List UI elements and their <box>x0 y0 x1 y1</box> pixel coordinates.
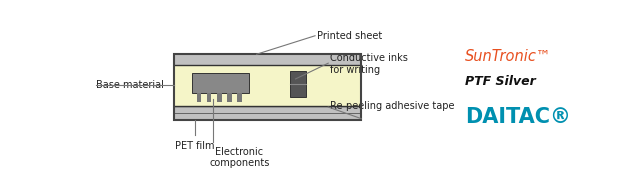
Text: PET film: PET film <box>175 141 214 151</box>
Bar <box>217 93 221 102</box>
Bar <box>174 54 361 120</box>
Text: Re-peeling adhesive tape: Re-peeling adhesive tape <box>330 101 455 111</box>
Text: PTF Silver: PTF Silver <box>465 75 536 88</box>
Bar <box>175 65 360 106</box>
Bar <box>207 93 211 102</box>
Bar <box>192 73 248 93</box>
Text: DAITAC®: DAITAC® <box>465 107 571 127</box>
Text: Conductive inks
for writing: Conductive inks for writing <box>330 53 408 75</box>
Bar <box>196 93 201 102</box>
Bar <box>227 93 232 102</box>
Bar <box>290 71 306 97</box>
Text: Base material: Base material <box>96 80 164 90</box>
Bar <box>174 106 361 108</box>
Text: Printed sheet: Printed sheet <box>318 31 382 41</box>
Text: SunTronic™: SunTronic™ <box>465 49 552 64</box>
Bar <box>174 54 361 120</box>
Text: Electronic
components: Electronic components <box>209 147 270 168</box>
Bar <box>238 93 242 102</box>
